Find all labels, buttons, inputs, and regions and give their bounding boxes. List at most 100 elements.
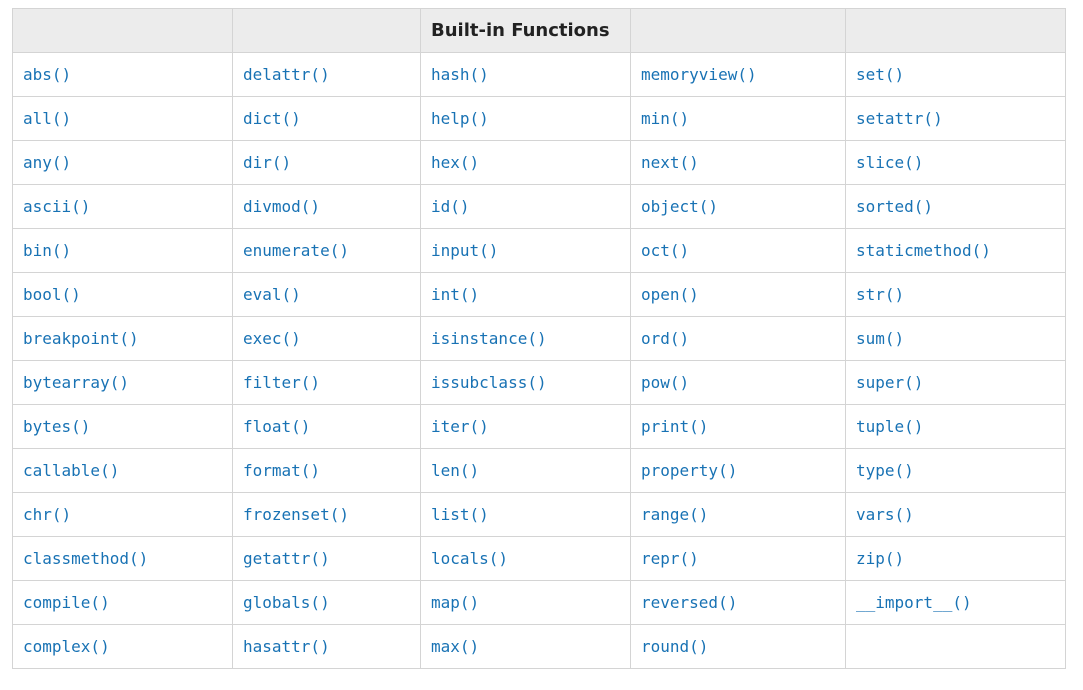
- function-link[interactable]: set(): [856, 65, 905, 84]
- function-link[interactable]: tuple(): [856, 417, 924, 436]
- function-link[interactable]: ord(): [641, 329, 690, 348]
- function-link[interactable]: round(): [641, 637, 709, 656]
- function-cell: complex(): [12, 624, 233, 669]
- function-link[interactable]: bytes(): [23, 417, 91, 436]
- function-link[interactable]: sum(): [856, 329, 905, 348]
- function-link[interactable]: __import__(): [856, 593, 972, 612]
- function-cell: max(): [420, 624, 631, 669]
- function-cell: hasattr(): [232, 624, 421, 669]
- function-link[interactable]: ascii(): [23, 197, 91, 216]
- function-link[interactable]: object(): [641, 197, 719, 216]
- function-link[interactable]: breakpoint(): [23, 329, 139, 348]
- function-link[interactable]: eval(): [243, 285, 301, 304]
- function-link[interactable]: getattr(): [243, 549, 330, 568]
- function-link[interactable]: super(): [856, 373, 924, 392]
- function-link[interactable]: isinstance(): [431, 329, 547, 348]
- function-cell: bytes(): [12, 404, 233, 449]
- function-link[interactable]: hash(): [431, 65, 489, 84]
- function-cell: breakpoint(): [12, 316, 233, 361]
- function-link[interactable]: format(): [243, 461, 321, 480]
- function-link[interactable]: len(): [431, 461, 480, 480]
- function-link[interactable]: range(): [641, 505, 709, 524]
- function-cell: list(): [420, 492, 631, 537]
- function-link[interactable]: delattr(): [243, 65, 330, 84]
- function-cell: next(): [630, 140, 846, 185]
- function-link[interactable]: float(): [243, 417, 311, 436]
- function-link[interactable]: complex(): [23, 637, 110, 656]
- function-cell: map(): [420, 580, 631, 625]
- function-link[interactable]: classmethod(): [23, 549, 149, 568]
- function-link[interactable]: chr(): [23, 505, 72, 524]
- function-cell: classmethod(): [12, 536, 233, 581]
- function-link[interactable]: sorted(): [856, 197, 934, 216]
- function-link[interactable]: bool(): [23, 285, 81, 304]
- function-link[interactable]: hex(): [431, 153, 480, 172]
- function-link[interactable]: dict(): [243, 109, 301, 128]
- function-link[interactable]: exec(): [243, 329, 301, 348]
- function-link[interactable]: slice(): [856, 153, 924, 172]
- table-row: abs() delattr() hash() memoryview() set(): [12, 52, 1066, 97]
- function-cell: round(): [630, 624, 846, 669]
- function-link[interactable]: open(): [641, 285, 699, 304]
- function-link[interactable]: bin(): [23, 241, 72, 260]
- function-link[interactable]: filter(): [243, 373, 321, 392]
- table-title-cell: Built-in Functions: [420, 8, 631, 53]
- function-link[interactable]: memoryview(): [641, 65, 757, 84]
- function-link[interactable]: issubclass(): [431, 373, 547, 392]
- table-row: callable() format() len() property() type(): [12, 448, 1066, 493]
- function-cell: __import__(): [845, 580, 1066, 625]
- table-row: compile() globals() map() reversed() __impor…: [12, 580, 1066, 625]
- function-cell: frozenset(): [232, 492, 421, 537]
- table-row: bin() enumerate() input() oct() staticmethod…: [12, 228, 1066, 273]
- function-cell: format(): [232, 448, 421, 493]
- function-cell: ascii(): [12, 184, 233, 229]
- function-link[interactable]: all(): [23, 109, 72, 128]
- function-link[interactable]: compile(): [23, 593, 110, 612]
- function-cell: ord(): [630, 316, 846, 361]
- function-link[interactable]: pow(): [641, 373, 690, 392]
- function-link[interactable]: min(): [641, 109, 690, 128]
- function-link[interactable]: dir(): [243, 153, 292, 172]
- function-cell: staticmethod(): [845, 228, 1066, 273]
- function-cell: reversed(): [630, 580, 846, 625]
- function-link[interactable]: callable(): [23, 461, 120, 480]
- table-row: any() dir() hex() next() slice(): [12, 140, 1066, 185]
- function-link[interactable]: max(): [431, 637, 480, 656]
- function-link[interactable]: str(): [856, 285, 905, 304]
- function-link[interactable]: list(): [431, 505, 489, 524]
- function-link[interactable]: repr(): [641, 549, 699, 568]
- function-link[interactable]: input(): [431, 241, 499, 260]
- function-link[interactable]: globals(): [243, 593, 330, 612]
- function-link[interactable]: next(): [641, 153, 699, 172]
- function-link[interactable]: type(): [856, 461, 914, 480]
- function-link[interactable]: zip(): [856, 549, 905, 568]
- function-cell: vars(): [845, 492, 1066, 537]
- function-link[interactable]: reversed(): [641, 593, 738, 612]
- function-link[interactable]: help(): [431, 109, 489, 128]
- function-link[interactable]: int(): [431, 285, 480, 304]
- function-cell: exec(): [232, 316, 421, 361]
- function-link[interactable]: map(): [431, 593, 480, 612]
- function-link[interactable]: id(): [431, 197, 470, 216]
- header-empty-cell: [845, 8, 1066, 53]
- function-link[interactable]: vars(): [856, 505, 914, 524]
- function-link[interactable]: locals(): [431, 549, 509, 568]
- function-link[interactable]: oct(): [641, 241, 690, 260]
- function-link[interactable]: enumerate(): [243, 241, 349, 260]
- function-link[interactable]: divmod(): [243, 197, 321, 216]
- function-cell: isinstance(): [420, 316, 631, 361]
- function-link[interactable]: abs(): [23, 65, 72, 84]
- function-link[interactable]: iter(): [431, 417, 489, 436]
- function-link[interactable]: hasattr(): [243, 637, 330, 656]
- function-link[interactable]: staticmethod(): [856, 241, 991, 260]
- function-link[interactable]: bytearray(): [23, 373, 129, 392]
- function-cell: hex(): [420, 140, 631, 185]
- function-link[interactable]: setattr(): [856, 109, 943, 128]
- function-cell: getattr(): [232, 536, 421, 581]
- function-link[interactable]: any(): [23, 153, 72, 172]
- function-link[interactable]: print(): [641, 417, 709, 436]
- function-link[interactable]: frozenset(): [243, 505, 349, 524]
- function-cell: len(): [420, 448, 631, 493]
- function-link[interactable]: property(): [641, 461, 738, 480]
